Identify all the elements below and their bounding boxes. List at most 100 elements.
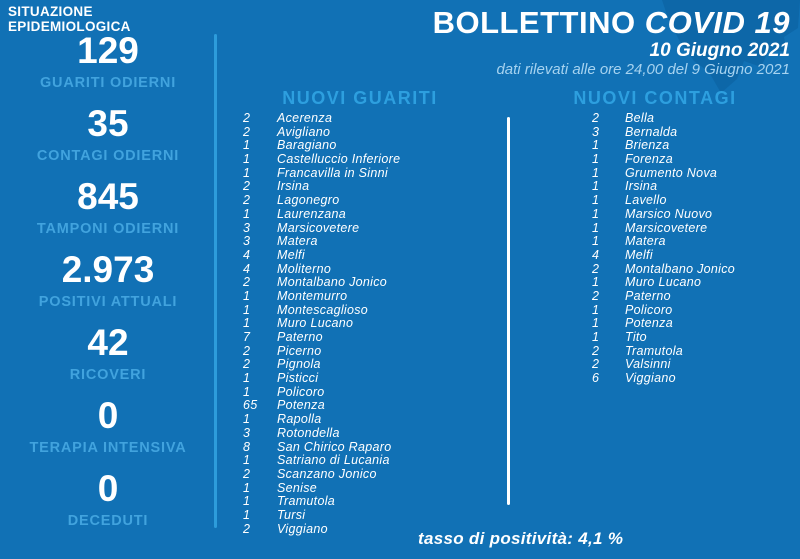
town-name: Lagonegro [277,193,340,208]
town-name: Picerno [277,343,322,358]
town-count: 1 [592,330,600,344]
list-item: 2 Montalbano Jonico [592,262,792,277]
town-count: 1 [592,316,600,331]
town-count: 6 [592,371,600,386]
town-name: Viggiano [277,521,328,536]
town-count: 2 [243,179,251,194]
town-name: Potenza [625,316,673,331]
town-name: Melfi [625,247,653,262]
list-item: 6 Viggiano [592,371,792,386]
stat-value: 35 [87,103,129,144]
list-item: 1 Muro Lucano [592,276,792,290]
list-item: 2 Picerno [243,343,493,359]
list-item: 1 Policoro [243,384,493,400]
town-name: Tursi [277,507,306,522]
town-count: 65 [243,398,258,413]
town-name: Castelluccio Inferiore [277,152,401,167]
town-name: Paterno [625,288,671,303]
town-name: Marsico Nuovo [625,206,713,221]
list-item: 2 Scanzano Jonico [243,467,493,482]
recovered-list: 2 Acerenza 2 Avigliano 1 Baragiano 1 Cas… [243,111,493,536]
town-name: Baragiano [277,138,337,153]
town-name: Matera [625,234,666,249]
list-item: 1 Tursi [243,507,493,523]
list-item: 1 Irsina [592,180,792,194]
town-name: San Chirico Raparo [277,439,392,454]
town-count: 1 [592,179,600,194]
list-item: 1 Montemurro [243,288,493,304]
list-item: 1 Potenza [592,317,792,331]
list-item: 8 San Chirico Raparo [243,439,493,455]
town-name: Montalbano Jonico [277,275,388,290]
town-count: 3 [243,220,251,235]
town-count: 4 [243,247,251,262]
town-count: 3 [592,124,600,139]
stat-block: 2.973 POSITIVI ATTUALI [0,247,216,320]
columns-divider [507,117,510,505]
list-item: 3 Bernalda [592,124,792,140]
list-item: 1 Baragiano [243,139,493,153]
list-item: 2 Montalbano Jonico [243,276,493,290]
sidebar-divider [214,34,217,528]
town-count: 2 [243,343,251,358]
list-item: 2 Avigliano [243,125,493,140]
town-count: 7 [243,330,251,344]
basilicata-region-silhouette [662,0,800,93]
stat-value: 2.973 [61,249,155,290]
town-name: Tito [625,330,647,344]
town-count: 3 [243,234,251,249]
town-count: 1 [592,275,600,290]
stat-block: 35 CONTAGI ODIERNI [0,101,216,174]
stat-block: 0 TERAPIA INTENSIVA [0,393,216,466]
stat-label: GUARITI ODIERNI [39,75,177,91]
town-count: 2 [243,275,251,290]
town-name: Lavello [625,193,667,208]
stat-value: 845 [77,176,139,217]
town-name: Viggiano [625,371,676,386]
town-count: 2 [592,111,600,125]
bulletin-subtitle: dati rilevati alle ore 24,00 del 9 Giugn… [496,61,790,78]
town-count: 1 [592,138,600,153]
town-name: Rotondella [277,425,340,440]
town-count: 1 [243,412,251,427]
list-item: 1 Montescaglioso [243,303,493,318]
town-name: Pignola [277,357,321,372]
list-item: 2 Irsina [243,180,493,194]
town-name: Pisticci [277,371,319,386]
list-item: 1 Tito [592,330,792,345]
list-item: 2 Paterno [592,288,792,304]
town-name: Melfi [277,247,305,262]
list-item: 1 Marsico Nuovo [592,206,792,222]
town-count: 1 [243,453,251,468]
list-item: 1 Policoro [592,302,792,318]
recovered-heading: NUOVI GUARITI [282,88,438,108]
list-item: 1 Senise [243,480,493,496]
list-item: 1 Pisticci [243,371,493,386]
town-name: Senise [277,480,318,495]
list-item: 2 Valsinni [592,358,792,372]
town-name: Brienza [625,138,670,153]
town-name: Valsinni [625,357,671,372]
town-count: 2 [592,357,600,372]
list-item: 2 Acerenza [243,111,493,126]
town-name: Satriano di Lucania [277,453,390,468]
stat-label: DECEDUTI [67,513,149,529]
town-name: Paterno [277,330,323,344]
town-count: 1 [243,384,251,399]
town-count: 1 [243,371,251,386]
town-name: Matera [277,234,318,249]
page-header: BOLLETTINO COVID 19 10 Giugno 2021 dati … [433,6,790,79]
town-count: 2 [243,111,251,125]
list-item: 4 Melfi [243,247,493,263]
infections-list: 2 Bella 3 Bernalda 1 Brienza 1 Forenza 1… [592,111,792,386]
town-count: 3 [243,425,251,440]
stat-value: 0 [97,468,119,509]
list-item: 2 Pignola [243,358,493,372]
bulletin-date: 10 Giugno 2021 [649,40,790,61]
list-item: 1 Castelluccio Inferiore [243,152,493,167]
town-name: Policoro [625,302,673,317]
town-count: 1 [243,288,251,303]
positivity-rate: tasso di positività: 4,1 % [418,529,624,548]
town-count: 2 [243,357,251,372]
